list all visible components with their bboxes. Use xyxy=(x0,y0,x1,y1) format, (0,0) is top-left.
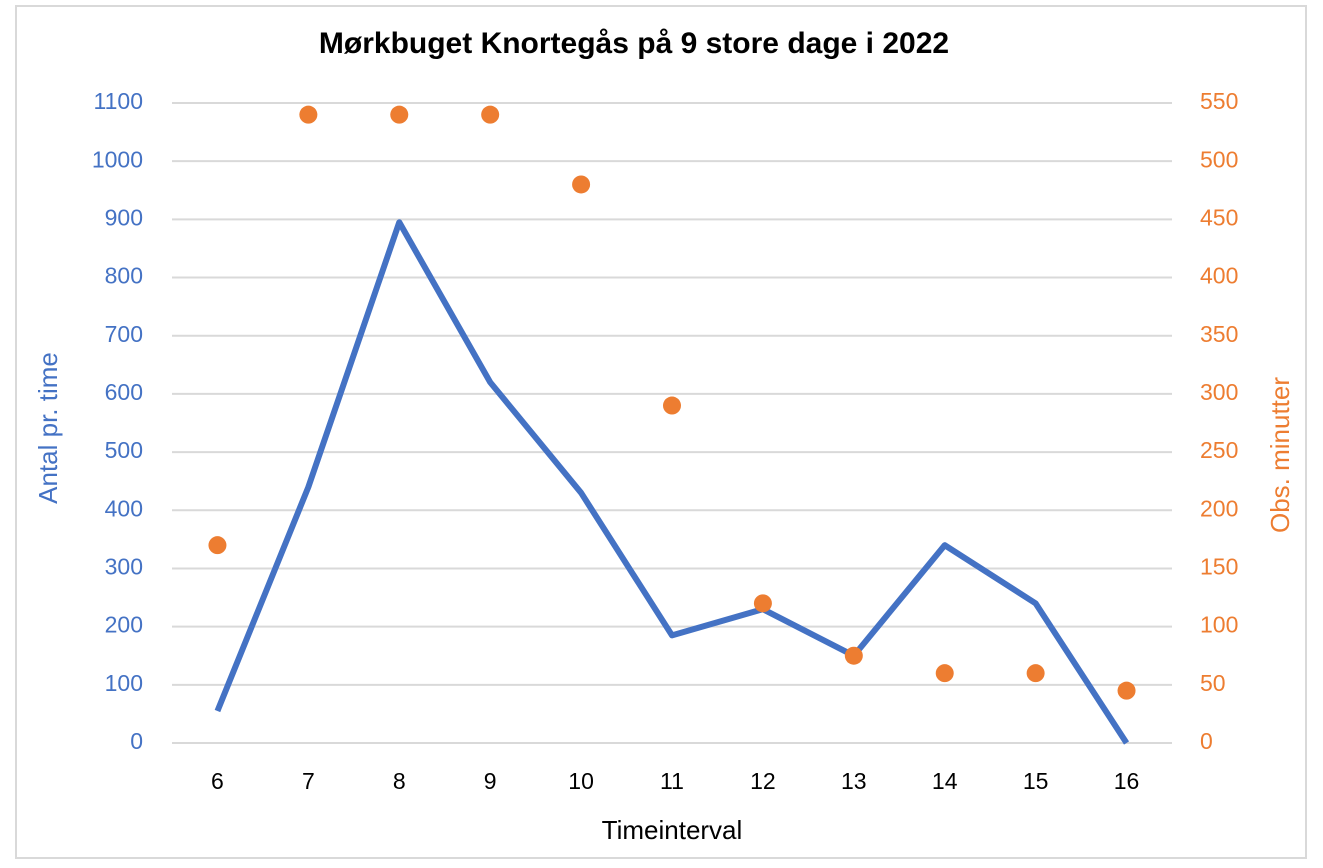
y-tick-label: 700 xyxy=(105,321,143,347)
y-tick-label: 500 xyxy=(105,437,143,463)
y-tick-label: 300 xyxy=(105,554,143,580)
y2-tick-label: 150 xyxy=(1200,554,1238,580)
scatter-point xyxy=(572,175,591,194)
y2-axis-title: Obs. minutter xyxy=(1265,377,1295,533)
x-tick-label: 16 xyxy=(1114,768,1140,794)
scatter-point xyxy=(663,396,681,415)
x-tick-label: 12 xyxy=(750,768,776,794)
scatter-point xyxy=(1117,681,1136,700)
scatter-point xyxy=(753,594,772,613)
chart-border xyxy=(15,5,1307,859)
scatter-point xyxy=(935,664,954,683)
scatter-point xyxy=(299,105,318,124)
y2-tick-label: 100 xyxy=(1200,612,1238,638)
chart-title: Mørkbuget Knortegås på 9 store dage i 20… xyxy=(319,27,949,60)
x-tick-label: 13 xyxy=(841,768,867,794)
y-axis-title: Antal pr. time xyxy=(33,352,63,504)
y2-tick-label: 0 xyxy=(1200,728,1213,754)
scatter-point xyxy=(844,646,863,665)
y-tick-label: 0 xyxy=(130,728,143,754)
y2-tick-label: 50 xyxy=(1200,670,1226,696)
scatter-point xyxy=(1026,664,1045,683)
x-tick-label: 7 xyxy=(302,768,315,794)
y-tick-label: 1100 xyxy=(94,88,143,114)
y2-tick-label: 450 xyxy=(1200,204,1238,230)
x-tick-label: 6 xyxy=(211,768,224,794)
y2-tick-label: 300 xyxy=(1200,379,1238,405)
y-tick-label: 100 xyxy=(105,670,143,696)
y-tick-label: 900 xyxy=(105,204,143,230)
y2-tick-label: 400 xyxy=(1200,263,1238,289)
x-tick-label: 10 xyxy=(568,768,594,794)
series-line xyxy=(214,219,1130,745)
scatter-point xyxy=(390,105,409,124)
x-axis-title: Timeinterval xyxy=(602,815,743,845)
y2-tick-label: 550 xyxy=(1200,88,1238,114)
x-tick-label: 15 xyxy=(1023,768,1049,794)
y2-tick-label: 250 xyxy=(1200,437,1238,463)
x-tick-label: 14 xyxy=(932,768,958,794)
x-tick-label: 9 xyxy=(484,768,497,794)
scatter-point xyxy=(481,105,500,124)
y2-tick-label: 350 xyxy=(1200,321,1238,347)
x-tick-label: 11 xyxy=(660,768,684,794)
y-tick-label: 400 xyxy=(105,495,143,521)
y-tick-label: 1000 xyxy=(92,146,143,172)
y-tick-label: 200 xyxy=(105,612,143,638)
y-tick-label: 600 xyxy=(105,379,143,405)
y-tick-label: 800 xyxy=(105,263,143,289)
y2-tick-label: 200 xyxy=(1200,495,1238,521)
x-tick-label: 8 xyxy=(393,768,406,794)
y2-tick-label: 500 xyxy=(1200,146,1238,172)
scatter-point xyxy=(208,536,227,555)
